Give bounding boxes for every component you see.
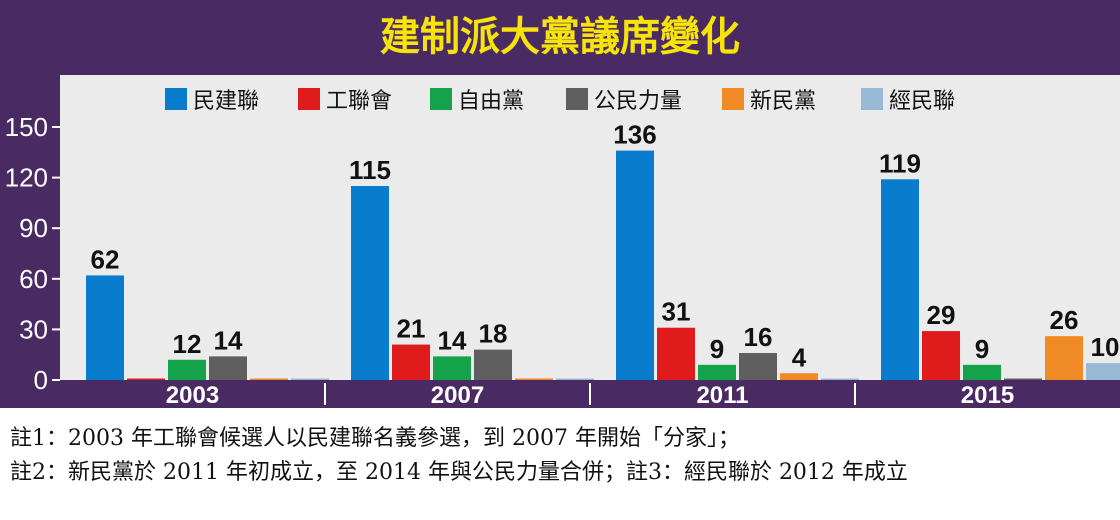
bar-value-label: 9	[975, 334, 989, 364]
y-tick-label: 0	[34, 365, 48, 395]
bar	[963, 364, 1001, 380]
legend-label: 新民黨	[750, 89, 816, 114]
legend-label: 公民力量	[594, 89, 682, 114]
bar-value-label: 29	[927, 300, 956, 330]
bar	[1045, 336, 1083, 380]
bar	[351, 186, 389, 380]
bar	[657, 327, 695, 380]
plot-area	[60, 75, 1120, 380]
bar	[881, 179, 919, 380]
bar	[291, 378, 329, 380]
bar	[168, 359, 206, 380]
bar-value-label: 10	[1091, 332, 1120, 362]
y-tick-label: 150	[5, 112, 48, 142]
bars: 62 12 14 115 21 14 18 136 31 9 16 4 119 29 9 26 10	[86, 120, 1120, 380]
bar	[127, 378, 165, 380]
footnote-2: 註2：新民黨於 2011 年初成立，至 2014 年與公民力量合併；註3：經民聯…	[10, 460, 908, 485]
bar-value-label: 31	[662, 297, 691, 327]
bar-value-label: 26	[1050, 305, 1079, 335]
bar	[474, 349, 512, 380]
footnote-1: 註1：2003 年工聯會候選人以民建聯名義參選，到 2007 年開始「分家」；	[10, 426, 740, 451]
bar-value-label: 16	[744, 322, 773, 352]
bar	[698, 364, 736, 380]
y-tick-label: 120	[5, 163, 48, 193]
bar	[1086, 363, 1120, 380]
bar-value-label: 12	[173, 329, 202, 359]
bar-value-label: 21	[397, 314, 426, 344]
footnotes: 註1：2003 年工聯會候選人以民建聯名義參選，到 2007 年開始「分家」； …	[0, 408, 1120, 520]
bar-value-label: 62	[91, 244, 120, 274]
bar	[739, 353, 777, 380]
bar-value-label: 119	[879, 148, 921, 178]
seat-change-bar-chart: 建制派大黨議席變化 民建聯 工聯會 自由黨 公民力量 新民黨 經民聯 0306090120…	[0, 0, 1120, 408]
bar-value-label: 18	[479, 319, 508, 349]
x-tick-label: 2003	[166, 382, 219, 408]
y-tick-label: 90	[19, 213, 48, 243]
bar	[821, 378, 859, 380]
legend-label: 工聯會	[326, 89, 392, 114]
legend-label: 民建聯	[193, 89, 259, 114]
x-tick-label: 2015	[961, 382, 1014, 408]
bar	[1004, 378, 1042, 380]
legend-swatch	[430, 88, 452, 110]
bar-value-label: 14	[438, 325, 467, 355]
legend-label: 經民聯	[889, 89, 955, 114]
bar	[616, 150, 654, 380]
y-tick-label: 60	[19, 264, 48, 294]
legend-swatch	[165, 88, 187, 110]
bar	[392, 344, 430, 380]
legend-swatch	[861, 88, 883, 110]
bar-value-label: 4	[792, 342, 807, 372]
bar	[250, 378, 288, 380]
bar-value-label: 136	[613, 120, 656, 150]
y-axis: 0 30 60 90 120 150	[5, 112, 60, 395]
legend-swatch	[722, 88, 744, 110]
bar	[433, 356, 471, 380]
x-tick-label: 2011	[696, 382, 748, 408]
y-tick-label: 30	[19, 314, 48, 344]
bar-value-label: 14	[214, 325, 243, 355]
x-axis: 2003 2007 2011 2015	[60, 380, 1120, 408]
legend-swatch	[566, 88, 588, 110]
legend-swatch	[298, 88, 320, 110]
bar	[780, 373, 818, 380]
legend: 民建聯 工聯會 自由黨 公民力量 新民黨 經民聯	[165, 88, 955, 114]
x-tick-label: 2007	[431, 382, 484, 408]
chart-title: 建制派大黨議席變化	[380, 14, 740, 60]
bar	[922, 331, 960, 380]
bar	[209, 356, 247, 380]
bar-value-label: 9	[710, 334, 724, 364]
bar	[556, 378, 594, 380]
legend-label: 自由黨	[458, 89, 524, 114]
bar	[515, 378, 553, 380]
bar	[86, 275, 124, 380]
bar-value-label: 115	[349, 155, 391, 185]
